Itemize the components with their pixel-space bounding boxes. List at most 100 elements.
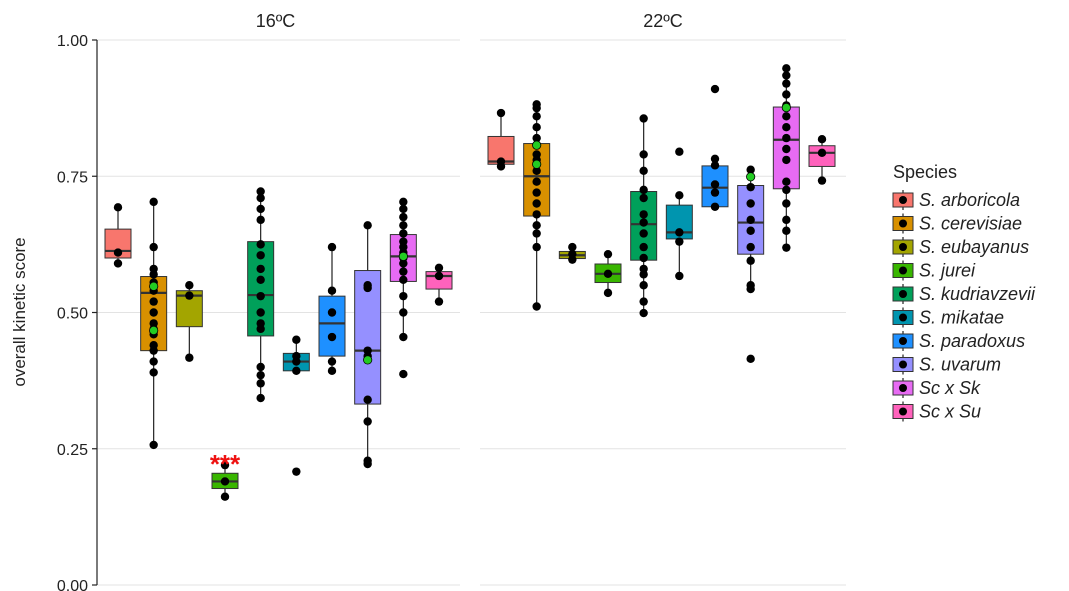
data-point xyxy=(532,210,541,219)
highlight-point xyxy=(781,102,791,113)
data-point xyxy=(327,357,337,366)
highlight-point xyxy=(746,172,756,182)
box-group xyxy=(282,335,310,476)
data-point xyxy=(399,332,408,342)
legend-item: S. cerevisiae xyxy=(892,213,1022,234)
data-point xyxy=(220,477,230,486)
data-point xyxy=(256,193,265,203)
box-group xyxy=(523,100,551,311)
data-point xyxy=(710,188,720,197)
data-point xyxy=(256,291,265,301)
legend-label: S. kudriavzevii xyxy=(919,284,1036,304)
data-point xyxy=(149,197,158,207)
box-group xyxy=(737,165,765,364)
legend-item: S. jurei xyxy=(892,260,976,281)
data-point xyxy=(399,212,408,222)
data-point xyxy=(710,202,720,211)
axes: overall kinetic score 0.00 0.25 0.50 0.75 1.… xyxy=(10,33,98,591)
legend-key-dot xyxy=(899,290,907,298)
data-point xyxy=(639,229,648,238)
highlight-point xyxy=(363,355,373,365)
data-point xyxy=(675,237,684,246)
data-point xyxy=(746,215,755,225)
data-point xyxy=(532,242,541,252)
data-point xyxy=(746,182,755,192)
data-point xyxy=(639,308,648,318)
data-point xyxy=(399,369,408,379)
data-point xyxy=(639,297,648,306)
legend-item: S. paradoxus xyxy=(892,331,1025,351)
data-point xyxy=(675,191,684,200)
data-point xyxy=(185,281,194,290)
data-point xyxy=(292,335,301,344)
data-point xyxy=(817,134,827,144)
data-point xyxy=(327,308,337,317)
data-point xyxy=(639,166,648,175)
highlight-point xyxy=(149,325,159,336)
y-axis-title: overall kinetic score xyxy=(10,237,29,386)
data-point xyxy=(399,267,408,276)
data-point xyxy=(710,84,720,94)
y-tick-label: 0.50 xyxy=(57,306,88,323)
data-point xyxy=(113,248,123,257)
facet-title: 22ºC xyxy=(643,11,683,31)
data-point xyxy=(782,177,791,186)
data-point xyxy=(149,242,158,252)
legend-item: S. eubayanus xyxy=(892,237,1029,257)
data-point xyxy=(532,100,541,109)
annotations: *** xyxy=(210,449,241,479)
data-point xyxy=(149,440,158,450)
legend-label: S. uvarum xyxy=(919,355,1001,375)
data-point xyxy=(434,297,444,306)
data-point xyxy=(817,148,827,158)
data-point xyxy=(532,221,541,230)
data-point xyxy=(256,187,265,196)
box xyxy=(318,295,346,357)
data-point xyxy=(434,271,444,281)
data-point xyxy=(256,379,265,388)
highlight-point xyxy=(398,251,408,261)
box-group xyxy=(772,64,800,252)
legend-key-dot xyxy=(899,266,907,275)
data-point xyxy=(639,264,648,274)
data-point xyxy=(363,417,372,426)
data-point xyxy=(399,197,408,207)
legend-item: S. arboricola xyxy=(892,190,1020,210)
legend-key-dot xyxy=(899,196,907,204)
highlight-point xyxy=(532,140,542,150)
data-point xyxy=(746,242,755,252)
data-point xyxy=(532,112,541,121)
data-point xyxy=(220,492,230,501)
data-point xyxy=(675,228,684,237)
data-point xyxy=(782,112,791,121)
data-point xyxy=(399,221,408,230)
data-point xyxy=(149,319,158,328)
data-point xyxy=(746,226,755,235)
box-group xyxy=(247,187,275,403)
facet-title: 16ºC xyxy=(256,11,296,31)
box-group xyxy=(211,460,239,501)
data-point xyxy=(710,161,720,170)
data-point xyxy=(639,242,648,252)
data-point xyxy=(782,185,791,195)
data-point xyxy=(256,393,265,403)
data-point xyxy=(399,237,408,246)
highlight-point xyxy=(149,281,159,291)
data-point xyxy=(603,288,613,298)
highlight-point xyxy=(532,159,542,169)
box-group xyxy=(175,281,203,362)
data-point xyxy=(327,286,337,295)
box-group xyxy=(701,84,729,211)
data-point xyxy=(782,243,791,252)
data-point xyxy=(256,251,265,260)
box-group xyxy=(354,221,382,469)
data-point xyxy=(568,242,577,252)
data-point xyxy=(817,176,827,185)
data-point xyxy=(327,242,337,252)
data-point xyxy=(149,368,158,377)
box-group xyxy=(389,197,417,379)
data-point xyxy=(782,215,791,225)
significance-annotation: *** xyxy=(210,449,241,479)
box-group xyxy=(630,114,658,318)
